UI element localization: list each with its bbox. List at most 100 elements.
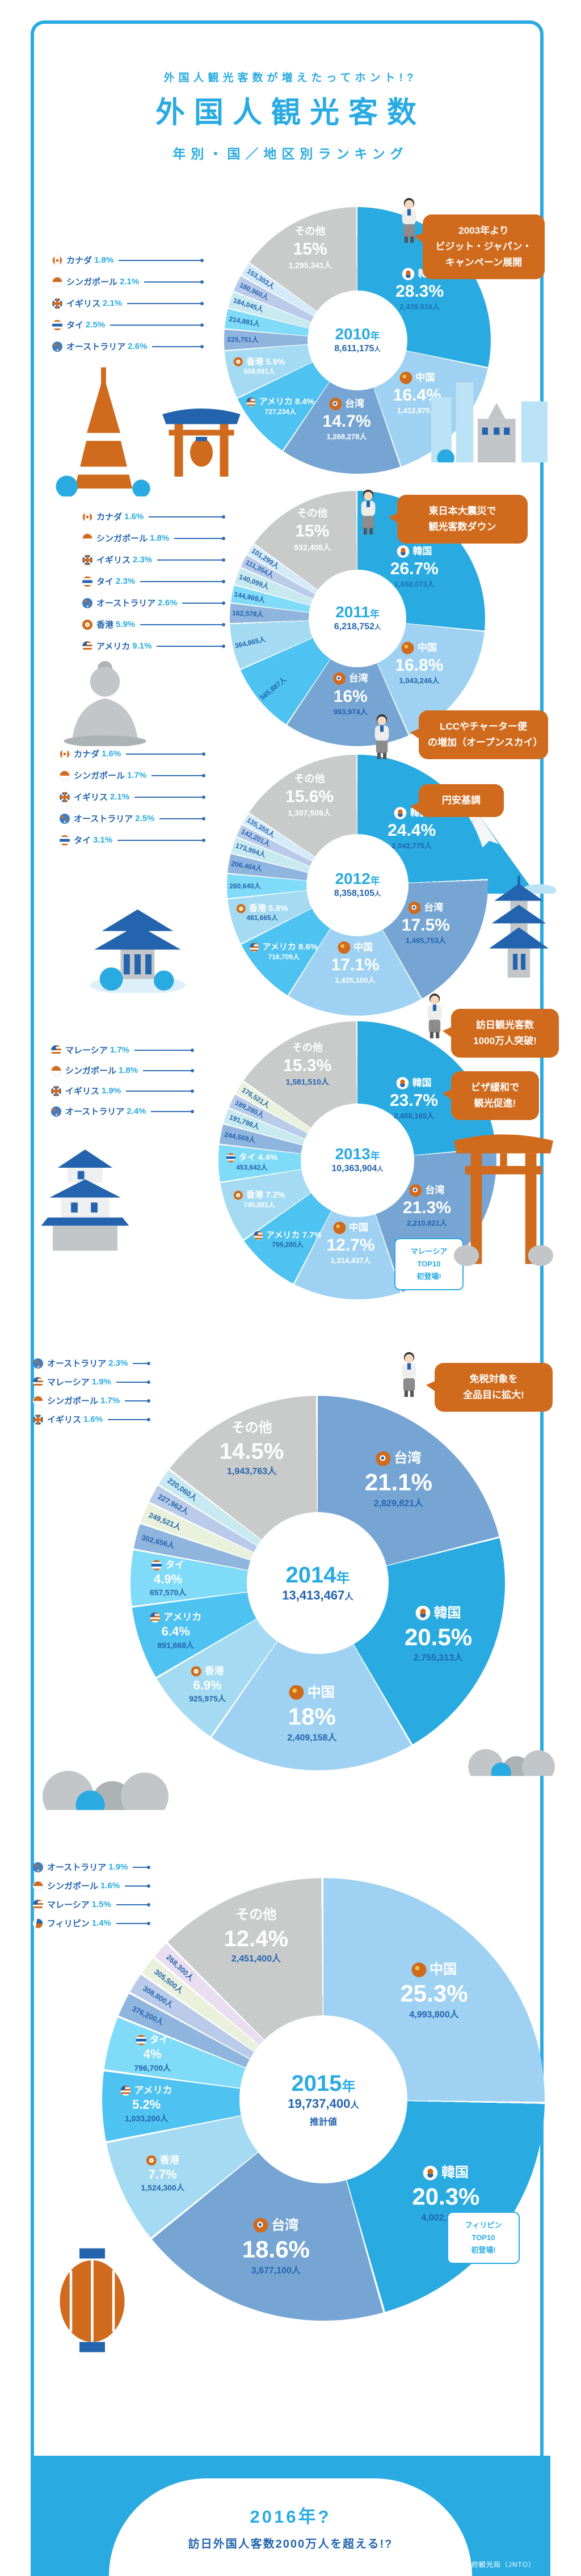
page-tagline: 外国人観光客数が増えたってホント!?: [163, 72, 418, 84]
center-label-2011: 2011年 6,218,752人: [309, 570, 406, 667]
flag-thailand-icon: [151, 1560, 162, 1571]
legend-leader-line: [116, 1380, 151, 1384]
flag-thailand-icon: [82, 576, 92, 587]
slice-label-hongkong: 香港 5.9% 508,691人: [234, 356, 285, 376]
person-illustration: [397, 197, 421, 246]
flag-hongkong-icon: [191, 1666, 201, 1677]
chart-total: 19,737,400人: [288, 2096, 359, 2111]
legend-country-pct: 1.8%: [119, 1066, 138, 1075]
legend-item-thailand: タイ 2.3%: [82, 575, 225, 587]
callout-note: マレーシア TOP10 初登場!: [394, 1238, 464, 1291]
slice-label-taiwan: 台湾 17.5% 1,465,753人: [401, 901, 450, 945]
speech-bubble: 訪日観光客数 1000万人突破!: [443, 1009, 559, 1058]
legend-leader-line: [140, 622, 225, 626]
slice-label-usa: アメリカ 5.2% 1,033,200人: [120, 2085, 172, 2124]
legend-country-name: マレーシア: [47, 1900, 90, 1910]
slice-label-taiwan: 台湾 21.1% 2,829,821人: [364, 1450, 432, 1509]
legend-item-philippines: フィリピン 1.4%: [33, 1917, 151, 1929]
flag-taiwan-icon: [376, 1451, 391, 1466]
legend-country-name: カナダ: [96, 512, 123, 522]
legend-country-name: シンガポール: [96, 534, 148, 544]
legend-leader-line: [159, 816, 205, 820]
slice-label-thailand: タイ 4.4% 453,642人: [226, 1152, 277, 1172]
legend-country-pct: 1.8%: [150, 533, 170, 543]
slice-label-other: その他 15% 1,295,341人: [288, 225, 332, 270]
legend-leader-line: [108, 1417, 150, 1421]
slice-label-china: 中国 18% 2,409,158人: [287, 1685, 337, 1743]
legend-country-name: アメリカ: [96, 642, 130, 651]
flag-taiwan-icon: [409, 1184, 422, 1197]
page-title: 外国人観光客数: [155, 96, 426, 129]
legend-item-canada: カナダ 1.8%: [52, 254, 204, 266]
legend-country-name: シンガポール: [65, 1066, 117, 1076]
legend-country-pct: 1.7%: [100, 1396, 120, 1405]
legend-country-pct: 1.5%: [91, 1900, 111, 1909]
flag-hongkong-icon: [236, 903, 246, 913]
flag-usa-icon: [246, 397, 256, 407]
flag-usa-icon: [82, 641, 92, 651]
flag-singapore-icon: [52, 276, 62, 287]
gate-illustration: [159, 400, 244, 482]
legend-country-name: タイ: [66, 321, 84, 330]
legend-leader-line: [143, 1068, 194, 1072]
slice-label-taiwan: 台湾 16% 993,974人: [332, 672, 368, 716]
slice-label-china: 中国 12.7% 1,314,437人: [326, 1221, 375, 1265]
slice-label-usa: アメリカ 6.4% 891,668人: [150, 1611, 201, 1651]
flag-korea-icon: [402, 268, 415, 281]
flag-philippines-icon: [33, 1918, 43, 1929]
flag-malaysia-icon: [33, 1377, 43, 1387]
tokyo-tower-illustration: [54, 363, 153, 499]
legend-country-pct: 2.5%: [135, 814, 155, 823]
flag-australia-icon: [82, 597, 92, 608]
speech-bubble: 2003年より ビジット・ジャパン・ キャンペーン展開: [414, 214, 545, 280]
legend-leader-line: [116, 1921, 151, 1925]
flag-canada-icon: [52, 255, 62, 266]
legend-country-pct: 1.4%: [91, 1918, 111, 1928]
chart-year: 2011年: [335, 603, 380, 621]
legend-country-name: イギリス: [47, 1415, 82, 1425]
chart-total: 6,218,752人: [334, 622, 381, 632]
flag-korea-icon: [394, 806, 407, 819]
flag-china-icon: [333, 1221, 346, 1234]
legend-country-pct: 1.7%: [127, 771, 147, 780]
buddha-illustration: [60, 653, 150, 749]
slice-label-china: 中国 16.8% 1,043,246人: [395, 641, 444, 685]
legend-country-name: タイ: [74, 836, 91, 845]
legend-country-pct: 1.9%: [102, 1086, 121, 1096]
slice-label-thailand: タイ 4.9% 657,570人: [149, 1559, 187, 1597]
chart-total: 13,413,467人: [282, 1588, 353, 1602]
legend-country-name: カナダ: [66, 256, 92, 266]
legend-item-australia: オーストラリア 1.9%: [33, 1861, 150, 1873]
legend-country-pct: 1.8%: [94, 255, 114, 265]
center-label-2010: 2010年 8,611,175人: [308, 291, 407, 390]
flag-china-icon: [401, 641, 414, 654]
legend-leader-line: [152, 344, 204, 348]
flag-taiwan-icon: [332, 672, 346, 685]
legend-leader-line: [117, 838, 205, 842]
legend-leader-line: [119, 258, 204, 262]
slice-label-hongkong: 香港 7.2% 745,881人: [233, 1190, 285, 1210]
legend-item-canada: カナダ 1.6%: [82, 511, 225, 523]
legend-country-pct: 9.1%: [132, 641, 152, 651]
slice-count-australia: 162,578人: [231, 609, 264, 618]
chart-total: 8,358,105人: [334, 889, 381, 898]
callout-note: フィリピン TOP10 初登場!: [447, 2212, 520, 2264]
torii-illustration: [451, 1098, 556, 1271]
legend-leader-line: [182, 601, 225, 605]
legend-item-malaysia: マレーシア 1.7%: [51, 1044, 195, 1056]
legend-leader-line: [157, 644, 225, 648]
legend-item-uk: イギリス 1.6%: [33, 1413, 150, 1425]
flag-canada-icon: [82, 511, 92, 522]
legend-leader-line: [125, 1884, 150, 1888]
legend-country-name: イギリス: [65, 1087, 100, 1096]
legend-item-singapore: シンガポール 1.7%: [60, 769, 205, 781]
slice-count-thailand: 260,640人: [229, 882, 261, 890]
legend-leader-line: [134, 1048, 195, 1052]
flag-china-icon: [411, 1962, 426, 1977]
slice-label-korea: 韓国 23.7% 2,456,165人: [389, 1076, 439, 1120]
legend-country-name: シンガポール: [74, 771, 125, 781]
slice-label-hongkong: 香港 7.7% 1,524,300人: [141, 2154, 184, 2192]
flag-china-icon: [338, 941, 351, 954]
legend-leader-line: [151, 773, 205, 777]
legend-leader-line: [133, 1865, 150, 1869]
